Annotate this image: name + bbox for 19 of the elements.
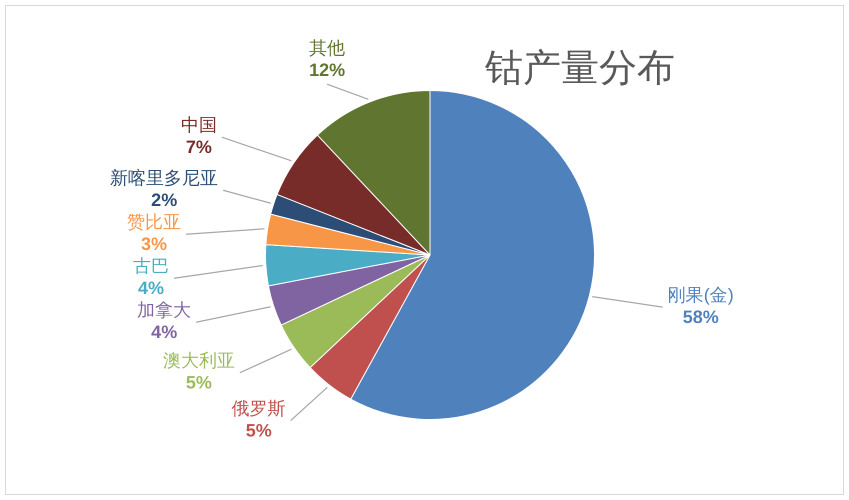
slice-label: 澳大利亚	[162, 350, 235, 371]
data-label: 4%	[138, 278, 164, 298]
data-label: 2%	[151, 190, 178, 210]
data-label: 5%	[186, 372, 212, 393]
chart-title: 钴产量分布	[484, 47, 675, 90]
data-label: 12%	[309, 60, 346, 80]
slice-label: 俄罗斯	[232, 398, 286, 419]
data-label: 7%	[186, 137, 212, 158]
slice-label: 加拿大	[137, 300, 192, 320]
slice-label: 赞比亚	[126, 212, 181, 232]
data-label: 5%	[246, 420, 272, 441]
slice-label: 中国	[180, 115, 217, 136]
data-label: 3%	[140, 234, 167, 254]
slice-label: 古巴	[133, 256, 170, 276]
slice-label: 刚果(金)	[668, 285, 734, 306]
slice-label: 其他	[309, 38, 346, 58]
slice-label: 新喀里多尼亚	[110, 168, 218, 188]
data-label: 4%	[151, 322, 178, 342]
data-label: 58%	[682, 307, 719, 328]
